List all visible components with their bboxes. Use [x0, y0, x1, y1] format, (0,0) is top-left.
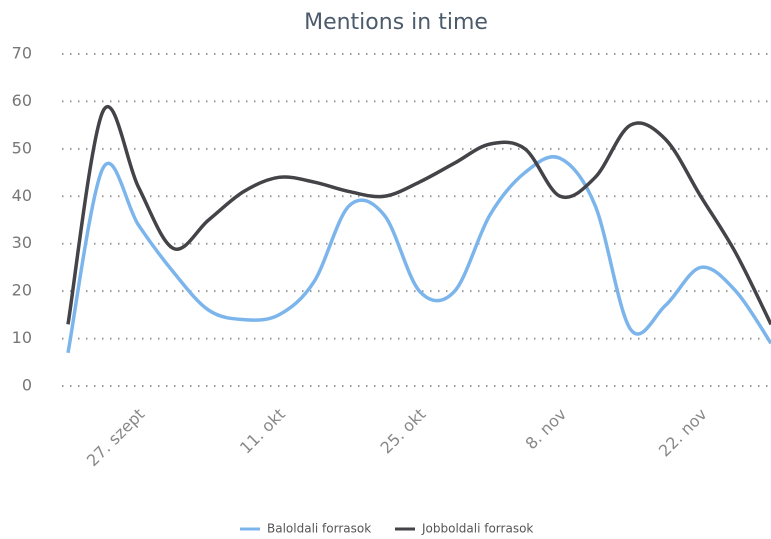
chart-title: Mentions in time	[304, 10, 488, 35]
y-tick-label: 30	[12, 233, 32, 252]
x-tick-label: 11. okt	[236, 405, 289, 458]
x-tick-label: 27. szept	[83, 405, 148, 470]
series-line	[66, 105, 771, 326]
y-tick-label: 0	[22, 376, 32, 395]
x-tick-label: 8. nov	[521, 405, 570, 454]
legend-label: Jobboldali forrasok	[421, 522, 533, 536]
series-line	[66, 155, 771, 354]
y-tick-label: 20	[12, 281, 32, 300]
x-tick-label: 25. okt	[377, 405, 430, 458]
y-tick-label: 10	[12, 328, 32, 347]
y-tick-label: 50	[12, 138, 32, 157]
x-tick-label: 22. nov	[655, 405, 711, 461]
y-tick-label: 40	[12, 186, 32, 205]
y-tick-label: 70	[12, 44, 32, 63]
y-tick-label: 60	[12, 91, 32, 110]
legend-label: Baloldali forrasok	[267, 522, 371, 536]
